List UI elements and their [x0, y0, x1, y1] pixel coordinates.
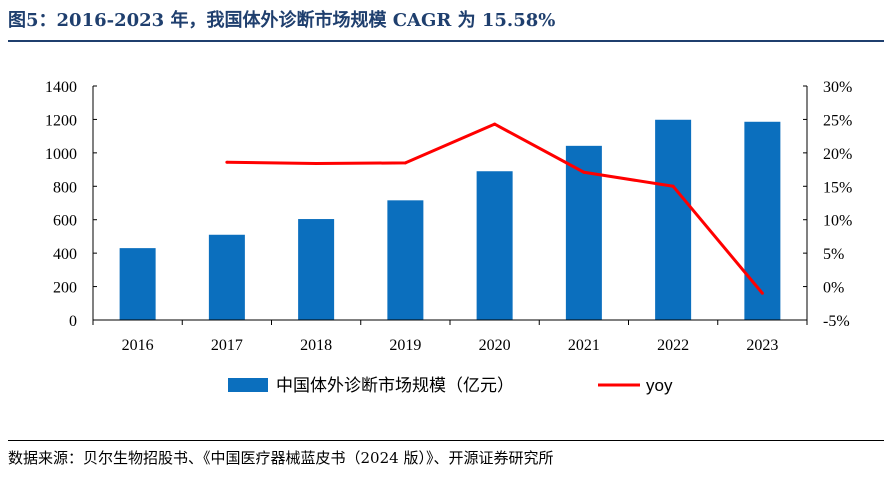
yoy-point-2018 [314, 162, 318, 166]
right-tick-label: 30% [823, 79, 852, 96]
right-tick-label: 10% [823, 213, 852, 230]
yoy-line-series [225, 122, 764, 295]
right-tick-label: 20% [823, 146, 852, 163]
title-divider [8, 40, 884, 42]
yoy-point-2023 [760, 291, 764, 295]
left-tick-label: 1200 [45, 112, 77, 129]
right-tick-label: -5% [823, 313, 850, 330]
x-tick-label: 2017 [211, 337, 243, 354]
x-tick-label: 2022 [657, 337, 689, 354]
left-tick-label: 200 [53, 280, 77, 297]
yoy-point-2020 [493, 122, 497, 126]
x-tick-label: 2019 [389, 337, 421, 354]
x-tick-label: 2018 [300, 337, 332, 354]
left-tick-label: 1400 [45, 79, 77, 96]
bar-2019 [387, 200, 424, 320]
left-tick-label: 400 [53, 246, 77, 263]
bar-series [119, 119, 781, 321]
bar-2023 [744, 121, 781, 320]
chart: 0 200 400 600 800 1000 1200 1400 -5% 0% 5% 10% 15% 20… [45, 79, 852, 396]
bar-2017 [208, 234, 245, 320]
figure-title: 图5：2016-2023 年，我国体外诊断市场规模 CAGR 为 15.58% [8, 10, 556, 31]
footer-divider [8, 440, 884, 441]
x-tick-label: 2021 [568, 337, 600, 354]
legend-label-bar: 中国体外诊断市场规模（亿元） [276, 376, 514, 396]
bar-2020 [476, 171, 513, 320]
legend-swatch-bar [228, 378, 268, 392]
x-tick-label: 2020 [479, 337, 511, 354]
right-tick-label: 5% [823, 246, 844, 263]
source-note: 数据来源：贝尔生物招股书、《中国医疗器械蓝皮书（2024 版）》、开源证券研究所 [8, 449, 554, 467]
bar-2016 [119, 248, 156, 320]
yoy-point-2017 [225, 160, 229, 164]
tick-labels: 0 200 400 600 800 1000 1200 1400 -5% 0% 5% 10% 15% 20… [45, 79, 852, 354]
bar-2018 [298, 219, 335, 320]
bar-2022 [655, 119, 692, 321]
left-tick-label: 1000 [45, 146, 77, 163]
legend: 中国体外诊断市场规模（亿元） yoy [228, 376, 673, 396]
yoy-point-2022 [671, 184, 675, 188]
x-tick-label: 2023 [746, 337, 778, 354]
x-tick-label: 2016 [122, 337, 154, 354]
left-tick-label: 800 [53, 179, 77, 196]
right-tick-label: 0% [823, 280, 844, 297]
yoy-point-2021 [582, 170, 586, 174]
yoy-point-2019 [403, 161, 407, 165]
left-tick-label: 600 [53, 213, 77, 230]
right-tick-label: 15% [823, 179, 852, 196]
legend-label-line: yoy [646, 376, 673, 395]
right-tick-label: 25% [823, 112, 852, 129]
left-tick-label: 0 [69, 313, 77, 330]
axes [92, 85, 808, 325]
